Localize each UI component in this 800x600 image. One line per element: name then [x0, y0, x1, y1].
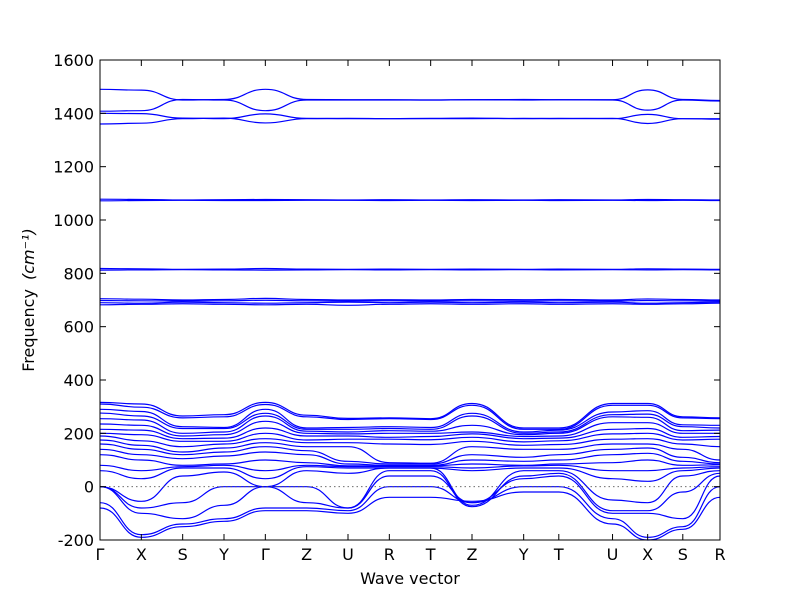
y-tick-label: 800	[63, 264, 94, 283]
y-tick-label: 1000	[53, 211, 94, 230]
band-line-26	[99, 464, 721, 472]
x-tick-label: S	[678, 545, 688, 564]
y-tick-label: 400	[63, 371, 94, 390]
band-line-23	[99, 443, 721, 465]
band-line-25	[99, 454, 721, 467]
y-tick-label: 1400	[53, 104, 94, 123]
plot-frame	[99, 59, 721, 541]
y-axis-title: Frequency (cm⁻¹)	[19, 228, 38, 371]
y-tick-label: 200	[63, 424, 94, 443]
band-line-13	[99, 401, 721, 429]
band-line-2	[99, 98, 721, 112]
y-tick-label: 0	[84, 478, 94, 497]
x-tick-label: Γ	[261, 545, 270, 564]
band-line-22	[99, 439, 721, 464]
band-line-11	[99, 301, 721, 304]
x-tick-label: S	[178, 545, 188, 564]
band-line-4	[99, 117, 720, 125]
band-line-16	[99, 412, 721, 434]
x-tick-label: U	[342, 545, 354, 564]
band-lines	[99, 88, 721, 541]
band-line-29	[99, 470, 721, 512]
band-line-21	[99, 435, 721, 448]
x-axis-title: Wave vector	[360, 569, 460, 588]
y-axis-title-text: Frequency	[19, 289, 38, 372]
y-tick-label: 600	[63, 318, 94, 337]
x-tick-label: Γ	[96, 545, 105, 564]
band-line-19	[99, 427, 721, 440]
band-line-6	[99, 199, 721, 202]
band-line-17	[99, 415, 721, 436]
band-line-18	[99, 420, 720, 438]
y-axis-unit: (cm⁻¹)	[19, 228, 38, 280]
band-line-15	[99, 408, 721, 433]
band-line-20	[99, 432, 721, 443]
x-tick-label: Z	[301, 545, 312, 564]
x-tick-label: U	[607, 545, 619, 564]
y-tick-label: -200	[58, 531, 94, 550]
x-tick-label: Y	[218, 545, 229, 564]
band-line-32	[99, 491, 721, 541]
band-line-8	[99, 268, 721, 271]
y-axis-ticks: -200 0 200 400 600 800 1000 1200 1400 1600	[53, 51, 720, 550]
band-line-28	[99, 467, 721, 506]
x-tick-label: R	[714, 545, 725, 564]
band-line-12	[99, 302, 721, 306]
x-tick-label: T	[553, 545, 564, 564]
x-tick-label: Z	[467, 545, 478, 564]
x-tick-label: X	[642, 545, 653, 564]
y-tick-label: 1200	[53, 158, 94, 177]
band-line-30	[99, 475, 721, 520]
x-tick-label: Y	[518, 545, 529, 564]
band-line-9	[99, 297, 721, 301]
band-line-14	[99, 403, 721, 430]
x-tick-label: X	[136, 545, 147, 564]
x-tick-label: T	[425, 545, 436, 564]
x-tick-label: R	[384, 545, 395, 564]
y-tick-label: 1600	[53, 51, 94, 70]
band-line-31	[99, 486, 721, 538]
band-line-10	[99, 299, 721, 302]
